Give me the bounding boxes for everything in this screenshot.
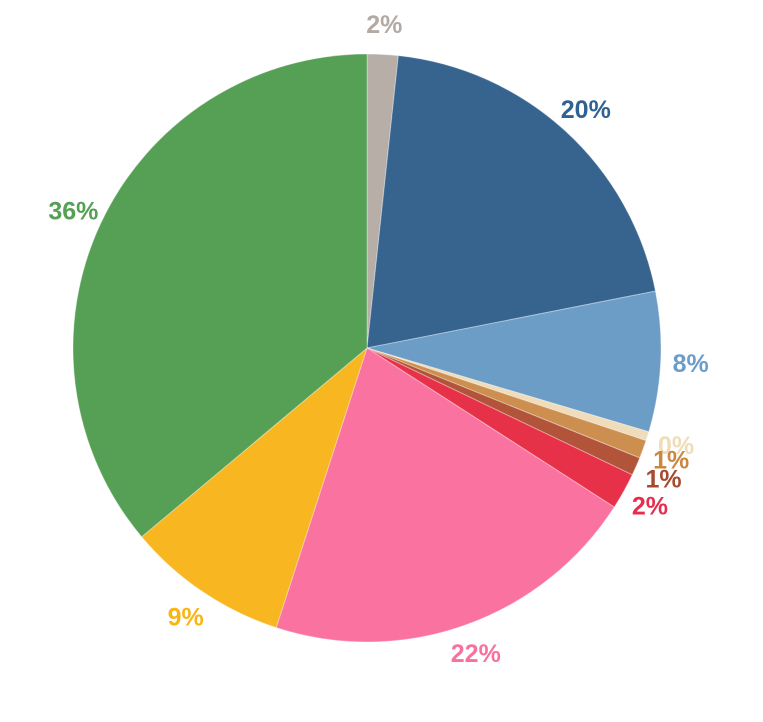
pie-label-cream: 0% bbox=[658, 432, 694, 460]
pie-label-gray: 2% bbox=[366, 11, 402, 39]
pie-slice-cream[interactable] bbox=[366, 347, 650, 442]
pie-label-light-blue: 8% bbox=[673, 350, 709, 378]
pie-slice-pink[interactable] bbox=[275, 347, 615, 643]
pie-slice-gray[interactable] bbox=[366, 53, 399, 349]
pie-slice-light-blue[interactable] bbox=[366, 290, 662, 433]
pie-slice-red[interactable] bbox=[366, 347, 633, 508]
pie-slice-tan[interactable] bbox=[366, 347, 647, 459]
pie-label-dark-blue: 20% bbox=[561, 96, 611, 124]
pie-slice-brown[interactable] bbox=[366, 347, 641, 476]
pie-slice-green[interactable] bbox=[72, 53, 368, 538]
pie-slice-yellow[interactable] bbox=[140, 346, 369, 629]
pie-slice-dark-blue[interactable] bbox=[366, 55, 657, 349]
pie-label-tan: 1% bbox=[653, 446, 689, 474]
pie-label-yellow: 9% bbox=[168, 603, 204, 631]
pie-label-pink: 22% bbox=[451, 640, 501, 668]
pie-label-green: 36% bbox=[48, 198, 98, 226]
pie-label-red: 2% bbox=[632, 493, 668, 521]
pie-label-brown: 1% bbox=[645, 465, 681, 493]
